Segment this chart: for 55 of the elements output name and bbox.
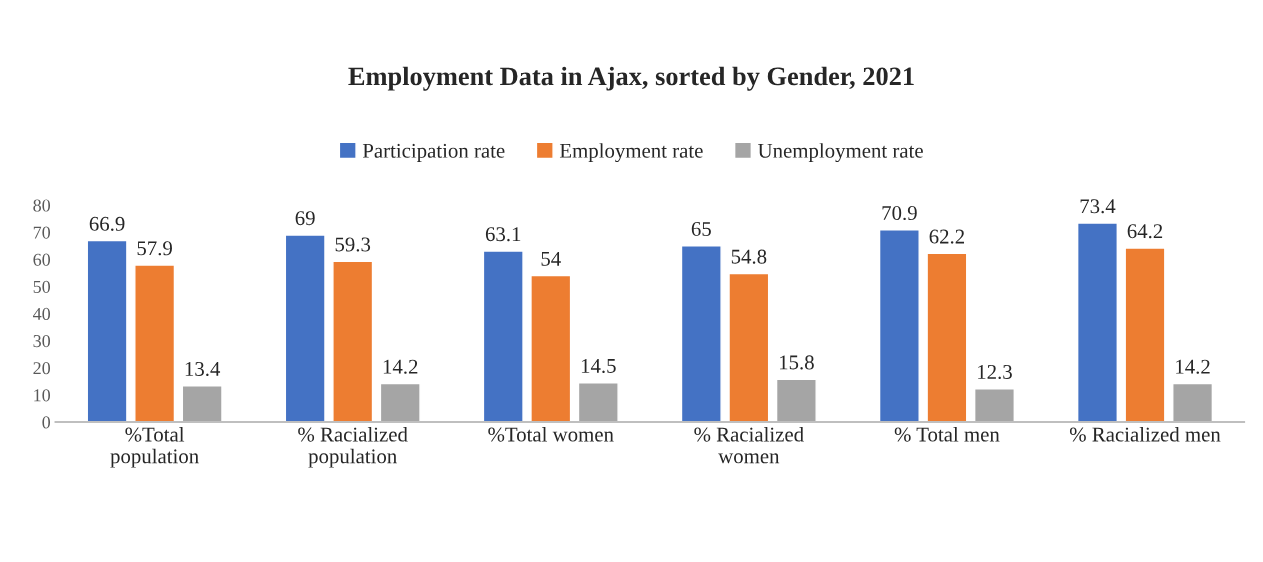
data-label: 15.8 — [780, 355, 814, 370]
y-tick-label: 50 — [33, 280, 51, 293]
y-tick-label: 70 — [33, 226, 51, 239]
data-label: 64.2 — [1127, 224, 1163, 239]
bar — [379, 382, 421, 423]
y-tick-label: 40 — [33, 307, 51, 321]
data-label: 63.1 — [485, 227, 521, 242]
legend-label: Participation rate — [362, 143, 505, 163]
x-tick-label: %Total population — [110, 426, 199, 468]
data-label: 57.9 — [137, 241, 172, 256]
bar — [1172, 382, 1214, 423]
data-label: 62.2 — [929, 229, 965, 244]
y-tick-label: 80 — [33, 199, 51, 212]
bar — [1076, 222, 1118, 423]
bar — [577, 382, 619, 423]
data-label: 14.2 — [383, 359, 418, 374]
bar — [775, 378, 817, 423]
data-label: 69 — [295, 211, 315, 226]
bar — [1124, 247, 1166, 423]
bar — [284, 234, 326, 423]
data-label: 14.5 — [581, 359, 616, 374]
bar — [482, 250, 524, 423]
bar — [973, 388, 1015, 423]
data-label: 73.4 — [1080, 199, 1116, 214]
x-tick-label: % Racialized population — [298, 426, 408, 468]
y-tick-label: 60 — [33, 253, 51, 266]
y-tick-label: 0 — [42, 416, 51, 429]
bar — [926, 252, 968, 423]
legend-label: Unemployment rate — [758, 143, 923, 163]
x-tick-label: % Total men — [894, 426, 1000, 442]
data-label: 59.3 — [335, 237, 371, 252]
data-label: 13.4 — [185, 361, 221, 377]
x-tick-label: %Total women — [488, 426, 614, 442]
bar — [878, 229, 920, 423]
y-tick-label: 20 — [33, 362, 51, 375]
data-label: 70.9 — [882, 205, 917, 221]
bar — [86, 239, 128, 423]
data-label: 65 — [691, 222, 711, 237]
data-label: 54.8 — [731, 249, 767, 264]
bar — [728, 272, 770, 423]
x-tick-label: % Racialized men — [1069, 426, 1221, 442]
bar — [134, 264, 176, 423]
data-label: 12.3 — [978, 364, 1012, 380]
data-label: 54 — [541, 251, 561, 266]
chart-title: Employment Data in Ajax, sorted by Gender, 2021 — [348, 66, 914, 91]
bar — [680, 245, 722, 423]
legend-label: Employment rate — [559, 143, 703, 163]
x-tick-label: % Racialized women — [694, 426, 804, 464]
bar — [332, 260, 374, 423]
data-label: 14.2 — [1176, 359, 1210, 374]
y-tick-label: 10 — [34, 389, 51, 402]
bar — [530, 274, 572, 423]
y-tick-label: 30 — [33, 334, 51, 348]
bar — [181, 385, 223, 423]
data-label: 66.9 — [89, 216, 125, 231]
